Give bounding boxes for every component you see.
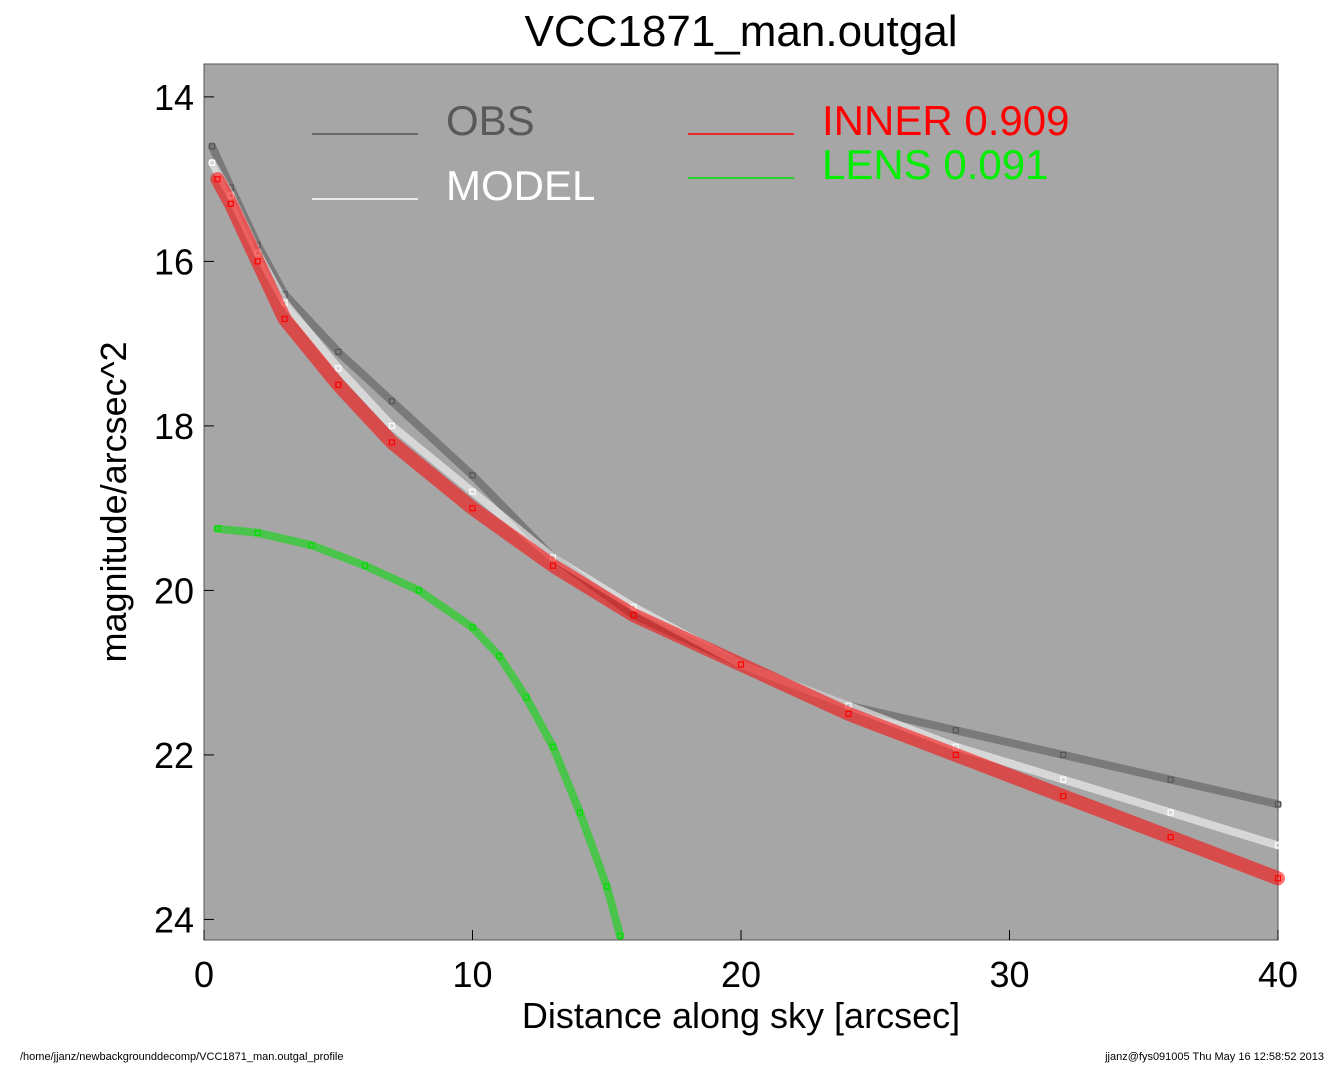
data-point-model — [335, 365, 342, 372]
data-point-inner — [227, 200, 234, 207]
y-tick-label: 22 — [154, 735, 194, 776]
data-point-inner — [469, 505, 476, 512]
data-point-lens — [523, 694, 530, 701]
data-point-lens — [617, 932, 624, 940]
data-point-model — [469, 488, 476, 495]
legend-label: MODEL — [446, 162, 595, 209]
data-point-obs — [952, 727, 959, 734]
footer-file-path: /home/jjanz/newbackgrounddecomp/VCC1871_… — [20, 1051, 344, 1063]
data-point-obs — [1060, 751, 1067, 759]
legend-item-model: MODEL — [312, 162, 595, 209]
data-point-obs — [469, 472, 476, 479]
data-point-inner — [335, 381, 342, 388]
y-axis-label: magnitude/arcsec^2 — [93, 341, 134, 662]
y-tick-label: 14 — [154, 77, 194, 118]
data-point-inner — [388, 439, 395, 446]
x-tick-label: 30 — [989, 954, 1029, 995]
x-tick-label: 0 — [194, 954, 214, 995]
y-tick-label: 18 — [154, 406, 194, 447]
data-point-lens — [214, 525, 221, 532]
data-point-inner — [214, 176, 221, 183]
data-point-model — [1274, 842, 1282, 849]
data-point-inner — [630, 611, 637, 619]
data-point-inner — [1274, 875, 1282, 882]
data-point-inner — [254, 258, 261, 265]
x-tick-label: 10 — [452, 954, 492, 995]
data-point-model — [1060, 776, 1067, 783]
x-tick-label: 40 — [1258, 954, 1298, 995]
legend-item-obs: OBS — [312, 97, 535, 144]
legend-item-lens: LENS 0.091 — [688, 141, 1049, 188]
data-point-obs — [1167, 776, 1174, 783]
y-tick-label: 16 — [154, 241, 194, 282]
series-line-lens — [213, 524, 625, 940]
x-axis-label: Distance along sky [arcsec] — [522, 995, 960, 1036]
data-point-inner — [845, 710, 852, 717]
data-point-obs — [388, 398, 395, 405]
data-point-obs — [209, 143, 216, 150]
data-point-model — [388, 422, 395, 429]
legend-item-inner: INNER 0.909 — [688, 97, 1069, 144]
footer-timestamp: jjanz@fys091005 Thu May 16 12:58:52 2013 — [1105, 1051, 1324, 1063]
y-tick-label: 24 — [154, 899, 194, 940]
legend-label: OBS — [446, 97, 535, 144]
series-inner — [210, 172, 1285, 886]
x-axis-ticks: 0 10 20 30 40 — [194, 930, 1298, 995]
data-point-inner — [1060, 792, 1067, 800]
data-point-inner — [1167, 834, 1174, 841]
series-layer — [208, 142, 1285, 940]
legend-label: INNER 0.909 — [822, 97, 1069, 144]
data-point-inner — [737, 661, 745, 668]
x-tick-label: 20 — [721, 954, 761, 995]
data-point-lens — [308, 542, 315, 549]
data-point-obs — [1274, 801, 1282, 808]
data-point-lens — [469, 624, 476, 631]
legend-label: LENS 0.091 — [822, 141, 1049, 188]
data-point-lens — [603, 883, 610, 890]
data-point-model — [1167, 809, 1174, 816]
data-point-inner — [281, 315, 288, 323]
data-point-lens — [549, 743, 557, 750]
data-point-lens — [362, 562, 369, 569]
data-point-lens — [254, 529, 261, 536]
y-axis-ticks: 14 16 18 20 22 24 — [154, 77, 214, 940]
data-point-inner — [952, 751, 959, 759]
y-tick-label: 20 — [154, 570, 194, 611]
data-point-model — [209, 159, 216, 166]
data-point-inner — [549, 562, 557, 569]
chart-title: VCC1871_man.outgal — [525, 7, 958, 56]
data-point-obs — [335, 348, 342, 355]
series-lens — [213, 524, 625, 940]
plot-area — [203, 63, 1279, 941]
series-line-inner — [210, 172, 1285, 886]
data-point-lens — [415, 587, 422, 594]
data-point-lens — [576, 809, 584, 816]
data-point-lens — [496, 653, 503, 660]
